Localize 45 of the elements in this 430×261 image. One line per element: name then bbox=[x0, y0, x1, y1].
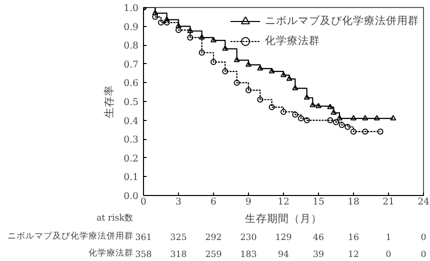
x-tick-label: 0 bbox=[140, 196, 147, 208]
text: 0 bbox=[420, 233, 426, 243]
x-tick-label: 15 bbox=[312, 196, 324, 208]
x-tick-label: 9 bbox=[246, 196, 252, 208]
text: 1 bbox=[386, 233, 392, 243]
y-tick-label: 0.9 bbox=[124, 22, 139, 33]
text: ニボルマブ及び化学療法併用群 bbox=[8, 230, 134, 242]
text: 259 bbox=[205, 250, 222, 260]
text: 0 bbox=[420, 250, 426, 260]
text: 46 bbox=[312, 233, 324, 243]
x-tick-label: 6 bbox=[210, 196, 217, 208]
y-tick-label: 0.4 bbox=[124, 116, 139, 127]
text: 0 bbox=[386, 250, 392, 260]
text: 325 bbox=[170, 233, 187, 243]
text: 39 bbox=[312, 250, 324, 260]
legend-label: 化学療法群 bbox=[265, 34, 320, 48]
y-tick-label: 0.2 bbox=[124, 153, 139, 164]
x-tick-label: 3 bbox=[176, 196, 182, 208]
text: 129 bbox=[275, 233, 292, 243]
y-tick-label: 1.0 bbox=[124, 3, 139, 14]
text: 12 bbox=[348, 250, 360, 260]
text: 化学療法群 bbox=[88, 248, 134, 258]
x-tick-label: 12 bbox=[278, 196, 290, 208]
text: 183 bbox=[240, 250, 257, 260]
text: 292 bbox=[205, 233, 222, 243]
text: 358 bbox=[135, 250, 152, 260]
y-tick-label: 0.3 bbox=[124, 134, 139, 146]
y-tick-label: 0.8 bbox=[124, 40, 139, 52]
text: 230 bbox=[240, 233, 257, 243]
text: at risk数 bbox=[96, 212, 134, 224]
y-tick-label: 0.5 bbox=[124, 97, 139, 108]
y-tick-label: 0.1 bbox=[124, 172, 139, 184]
y-tick-label: 0.6 bbox=[124, 78, 139, 90]
text: 94 bbox=[278, 250, 290, 260]
x-tick-label: 21 bbox=[382, 196, 394, 208]
x-axis-title: 生存期間（月） bbox=[245, 212, 322, 225]
x-tick-label: 18 bbox=[348, 196, 360, 208]
y-tick-label: 0.0 bbox=[124, 191, 139, 202]
text: 318 bbox=[170, 250, 187, 260]
y-tick-label: 0.7 bbox=[124, 59, 139, 70]
text: 16 bbox=[348, 233, 360, 243]
legend-label: ニボルマブ及び化学療法併用群 bbox=[265, 14, 419, 28]
text: 361 bbox=[135, 233, 152, 243]
y-axis-title: 生存率 bbox=[102, 85, 116, 118]
x-tick-label: 24 bbox=[418, 196, 430, 208]
